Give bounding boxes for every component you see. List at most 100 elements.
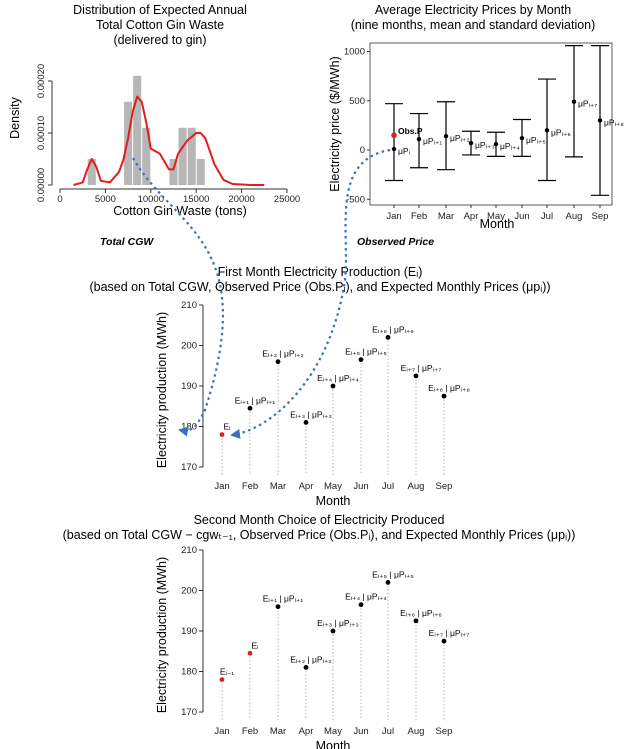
production-point-label: Eᵢ₊₇ | μPᵢ₊₇ [401, 363, 442, 373]
x-tick-label: Sep [592, 211, 609, 222]
y-tick-label: 0.00020 [36, 64, 47, 98]
hist-title-line-2: Total Cotton Gin Waste [95, 18, 225, 32]
production-point [275, 359, 281, 365]
x-tick-label: Jan [214, 726, 229, 737]
production-point-label: Eᵢ [223, 422, 230, 432]
x-tick-label: Apr [299, 481, 314, 492]
y-tick-label: -500 [346, 194, 365, 205]
x-tick-label: Jun [514, 211, 529, 222]
production-point [385, 580, 391, 585]
y-tick-label: 170 [181, 462, 197, 473]
mean-point-label: μPᵢ₊₄ [500, 141, 520, 151]
y-tick-label: 180 [181, 667, 197, 678]
production-point [441, 393, 447, 399]
mean-point [519, 135, 525, 141]
first-title-line-2: (based on Total CGW, Observed Price (Obs… [89, 280, 551, 294]
production-point [413, 373, 419, 379]
x-tick-label: Mar [270, 481, 286, 492]
production-point-label: Eᵢ₊₁ | μPᵢ₊₁ [235, 395, 276, 405]
histogram-bar [187, 127, 196, 185]
x-tick-label: Jun [353, 481, 368, 492]
production-point-label: Eᵢ₊₂ | μPᵢ₊₂ [262, 349, 303, 359]
observed-price-label: Obs.P [398, 126, 423, 136]
x-tick-label: Jul [382, 726, 394, 737]
histogram-bar [133, 75, 142, 185]
x-tick-label: 0 [57, 194, 62, 205]
production-point [303, 420, 309, 425]
production-point-label: Eᵢ₊₄ | μPᵢ₊₄ [345, 592, 387, 602]
x-tick-label: Apr [299, 726, 314, 737]
production-point [219, 677, 225, 682]
production-point-label: Eᵢ [251, 640, 258, 650]
second-title-line-2: (based on Total CGW − cgwₜ₋₁, Observed P… [62, 528, 576, 542]
mean-point [571, 99, 577, 104]
y-tick-label: 190 [181, 626, 197, 637]
histogram-bar [196, 159, 205, 185]
production-point [219, 432, 225, 437]
y-axis-title: Electricity production (MWh) [155, 312, 169, 468]
histogram-bar [87, 159, 96, 185]
x-tick-label: Jul [541, 211, 553, 222]
production-point-label: Eᵢ₊₃ | μPᵢ₊₃ [290, 409, 332, 419]
x-tick-label: May [487, 211, 505, 222]
x-tick-label: Sep [436, 726, 453, 737]
mean-point-label: μPᵢ₊₂ [450, 133, 470, 143]
production-point-label: Eᵢ₊₂ | μPᵢ₊₂ [290, 654, 331, 664]
y-tick-label: 0.00000 [36, 168, 47, 202]
production-point-label: Eᵢ₊₅ | μPᵢ₊₅ [345, 347, 387, 357]
y-tick-label: 210 [181, 545, 197, 556]
histogram-chart: 0 5000 10000 15000 20000 25000 0.00000 0.00010 0… [8, 64, 300, 218]
mean-point-label: μPᵢ [398, 146, 410, 156]
second-month-chart: 210 200 190 180 170 Eᵢ₋₁ Jan Eᵢ Feb Eᵢ₊₁ | μPᵢ₊₁ M… [155, 545, 469, 749]
mean-point-label: μPᵢ₊₅ [526, 135, 546, 145]
x-axis-title: Month [316, 494, 351, 508]
mean-point-label: μPᵢ₊₇ [578, 99, 597, 109]
y-tick-label: 210 [181, 300, 197, 311]
y-axis-title: Density [8, 96, 22, 138]
production-point [247, 405, 253, 411]
production-point-label: Eᵢ₊₅ | μPᵢ₊₅ [372, 569, 414, 579]
production-point-label: Eᵢ₊₆ | μPᵢ₊₆ [372, 324, 414, 334]
production-point-label: Eᵢ₊₄ | μPᵢ₊₄ [317, 373, 359, 383]
first-title: First Month Electricity Production (Eᵢ) … [20, 265, 620, 295]
x-tick-label: 10000 [138, 194, 164, 205]
x-tick-label: May [324, 726, 342, 737]
y-tick-label: 170 [181, 707, 197, 718]
x-tick-label: Mar [438, 211, 454, 222]
production-point [247, 650, 253, 656]
observed-price-point [391, 132, 397, 139]
production-point-label: Eᵢ₊₃ | μPᵢ₊₃ [317, 618, 359, 628]
x-axis-title: Cotton Gin Waste (tons) [113, 204, 247, 218]
y-axis-title: Electricity production (MWh) [155, 557, 169, 713]
production-point [358, 602, 364, 608]
y-tick-label: 0 [360, 145, 365, 156]
x-tick-label: Jun [353, 726, 368, 737]
mean-point-label: μPᵢ₊₃ [475, 140, 495, 150]
x-tick-label: Sep [436, 481, 453, 492]
total-cgw-label: Total CGW [100, 236, 154, 248]
mean-point-label: μPᵢ₊₈ [604, 117, 624, 127]
x-axis-title: Month [316, 739, 351, 749]
second-title-line-1: Second Month Choice of Electricity Produ… [193, 513, 445, 527]
x-tick-label: Jul [382, 481, 394, 492]
x-tick-label: Aug [408, 726, 425, 737]
hist-title: Distribution of Expected Annual Total Co… [40, 3, 280, 48]
first-title-line-1: First Month Electricity Production (Eᵢ) [217, 265, 423, 279]
production-point [385, 335, 391, 340]
observed-price-label: Observed Price [357, 236, 435, 248]
y-tick-label: 200 [181, 341, 197, 352]
production-point [441, 638, 447, 644]
y-axis-title: Electricity price ($/MWh) [328, 56, 342, 191]
histogram-bar [169, 159, 178, 185]
x-tick-label: 20000 [228, 194, 254, 205]
first-month-chart: 210 200 190 180 170 Eᵢ Jan Eᵢ₊₁ | μPᵢ₊₁ Feb Eᵢ₊₂ … [155, 300, 470, 508]
y-tick-label: 190 [181, 381, 197, 392]
y-tick-label: 1000 [344, 47, 365, 58]
production-point [413, 618, 419, 624]
hist-title-line-3: (delivered to gin) [113, 33, 207, 47]
production-point-label: Eᵢ₊₈ | μPᵢ₊₈ [428, 383, 470, 393]
arrow-observed-price [230, 148, 391, 439]
mean-point [597, 118, 603, 123]
x-tick-label: 25000 [274, 194, 300, 205]
